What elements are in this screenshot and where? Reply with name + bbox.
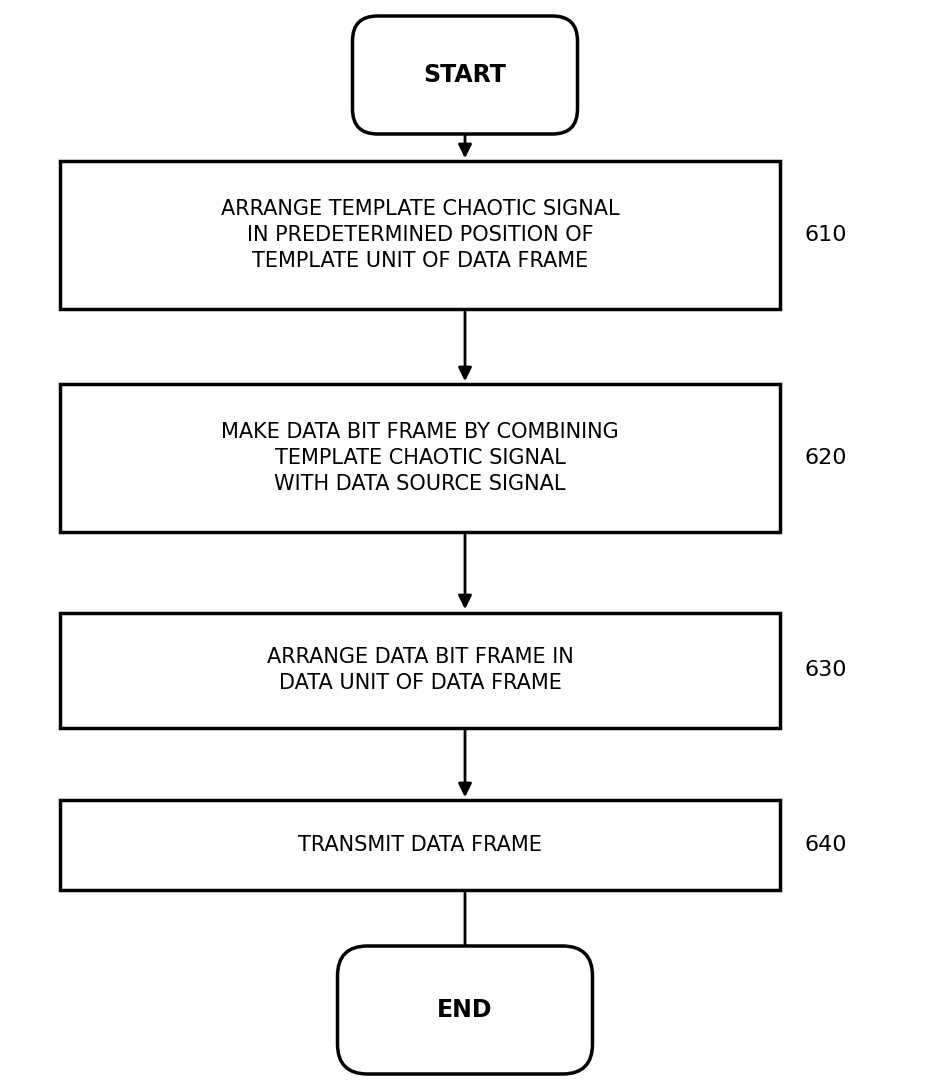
Text: START: START [424, 63, 506, 87]
Bar [60, 800, 780, 890]
Text: END: END [438, 998, 492, 1022]
Text: 640: 640 [805, 835, 847, 855]
Text: ARRANGE DATA BIT FRAME IN
DATA UNIT OF DATA FRAME: ARRANGE DATA BIT FRAME IN DATA UNIT OF D… [266, 647, 573, 693]
FancyBboxPatch shape [353, 16, 577, 134]
FancyBboxPatch shape [338, 946, 592, 1074]
Bar [60, 162, 780, 309]
Text: 630: 630 [805, 660, 847, 680]
Text: 610: 610 [805, 225, 847, 245]
Bar [60, 384, 780, 532]
Text: 620: 620 [805, 448, 847, 468]
Text: MAKE DATA BIT FRAME BY COMBINING
TEMPLATE CHAOTIC SIGNAL
WITH DATA SOURCE SIGNAL: MAKE DATA BIT FRAME BY COMBINING TEMPLAT… [222, 422, 619, 494]
Text: TRANSMIT DATA FRAME: TRANSMIT DATA FRAME [298, 835, 542, 855]
Text: ARRANGE TEMPLATE CHAOTIC SIGNAL
IN PREDETERMINED POSITION OF
TEMPLATE UNIT OF DA: ARRANGE TEMPLATE CHAOTIC SIGNAL IN PREDE… [221, 198, 619, 271]
Bar [60, 612, 780, 727]
